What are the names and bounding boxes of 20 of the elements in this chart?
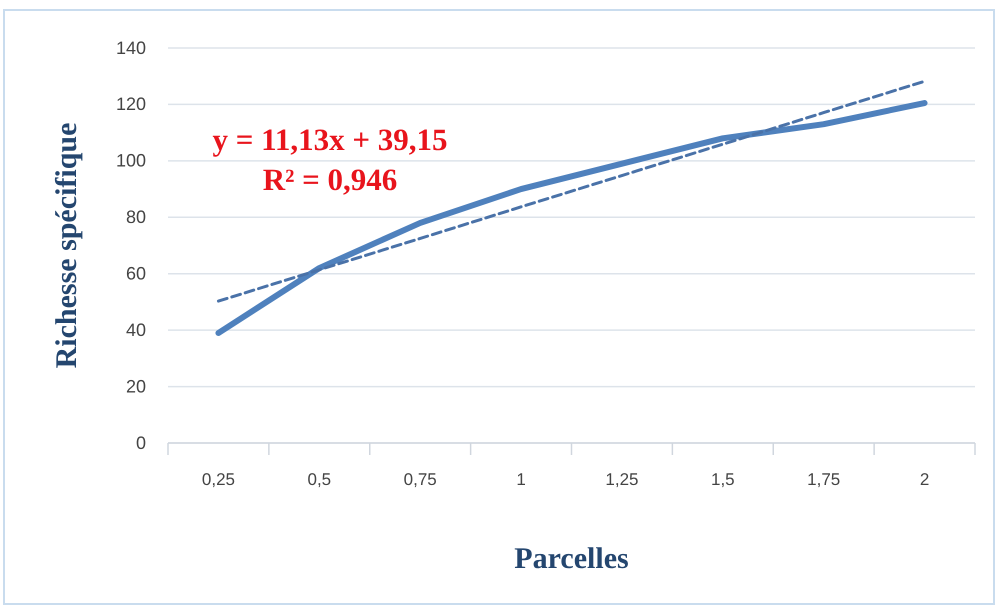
y-tick-label: 140	[116, 38, 146, 58]
y-tick-label: 0	[136, 432, 146, 453]
x-axis-title: Parcelles	[514, 542, 629, 575]
y-tick-label: 80	[126, 207, 146, 228]
x-tick-label: 1,25	[605, 470, 638, 490]
x-tick-label: 2	[920, 470, 930, 490]
y-tick-label: 100	[116, 150, 146, 171]
annotation: y = 11,13x + 39,15	[212, 122, 448, 157]
x-tick-label: 0,25	[202, 470, 235, 490]
y-tick-label: 60	[126, 263, 146, 284]
x-tick-label: 0,75	[404, 470, 437, 490]
annotation: R² = 0,946	[262, 162, 398, 197]
x-tick-label: 1,5	[710, 470, 735, 490]
x-tick-label: 1,75	[807, 470, 840, 490]
y-tick-label: 40	[126, 320, 146, 340]
y-tick-label: 120	[116, 94, 146, 114]
x-tick-label: 1	[516, 470, 526, 490]
y-tick-label: 20	[126, 376, 146, 396]
x-tick-label: 0,5	[307, 470, 332, 490]
y-axis-title: Richesse spécifique	[50, 122, 83, 368]
